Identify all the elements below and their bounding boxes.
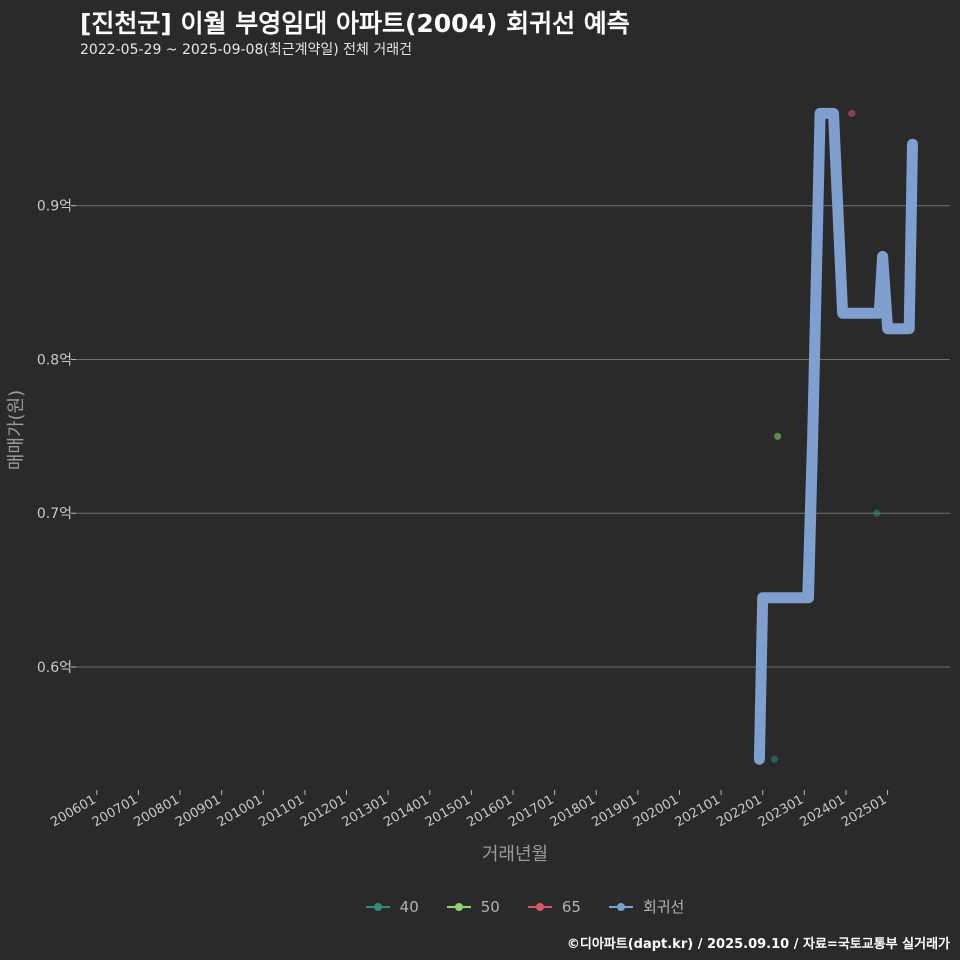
x-tick-label: 200601 (48, 792, 98, 830)
regression-layer (753, 107, 918, 765)
legend-label-40: 40 (399, 897, 419, 916)
data-point-40[interactable] (873, 509, 881, 517)
x-tick-label: 201901 (589, 792, 639, 830)
x-tick-label: 201601 (465, 792, 515, 830)
x-tick-label: 202101 (673, 792, 723, 830)
legend-label-65: 65 (561, 897, 581, 916)
x-tick-label: 201001 (215, 792, 265, 830)
y-tick-label: 0.6억 (37, 660, 72, 676)
chart-legend: 40 50 65 회귀선 (0, 896, 960, 917)
legend-item-65[interactable]: 65 (527, 896, 581, 917)
legend-label-regression: 회귀선 (642, 898, 685, 916)
x-tick-label: 200801 (132, 792, 182, 830)
x-tick-label: 200901 (173, 792, 223, 830)
x-tick-label: 202301 (756, 792, 806, 830)
y-tick-label: 0.7억 (37, 506, 72, 522)
source-caption: ©디아파트(dapt.kr) / 2025.09.10 / 자료=국토교통부 실… (566, 937, 950, 952)
x-tick-label: 201801 (548, 792, 598, 830)
x-tick-label: 202201 (714, 792, 764, 830)
x-tick-label: 201701 (506, 792, 556, 830)
legend-label-50: 50 (480, 897, 500, 916)
y-axis-label: 매매가(원) (6, 390, 27, 470)
x-tick-label: 201201 (298, 792, 348, 830)
regression-line (753, 107, 918, 765)
x-axis-label: 거래년월 (482, 844, 548, 865)
legend-key-65 (527, 902, 552, 911)
x-tick-label: 200701 (90, 792, 140, 830)
legend-item-50[interactable]: 50 (446, 896, 500, 917)
x-tick-label: 201101 (256, 792, 306, 830)
x-tick-label: 201401 (381, 792, 431, 830)
legend-key-50 (446, 902, 471, 911)
y-tick-label: 0.8억 (37, 352, 72, 368)
data-point-40[interactable] (770, 755, 778, 763)
legend-key-40 (365, 902, 390, 911)
x-tick-label: 202001 (631, 792, 681, 830)
legend-key-regression (608, 902, 633, 911)
grid-lines (76, 205, 950, 668)
x-tick-label: 201501 (423, 792, 473, 830)
data-point-50[interactable] (774, 432, 782, 440)
legend-item-40[interactable]: 40 (365, 896, 419, 917)
x-tick-label: 202501 (839, 792, 889, 830)
x-tick-label: 201301 (340, 792, 390, 830)
data-point-65[interactable] (848, 109, 856, 118)
chart-title: [진천군] 이월 부영임대 아파트(2004) 회귀선 예측 (80, 9, 630, 38)
chart-subtitle: 2022-05-29 ~ 2025-09-08(최근계약일) 전체 거래건 (80, 42, 412, 58)
y-tick-label: 0.9억 (37, 199, 72, 215)
legend-item-regression[interactable]: 회귀선 (608, 896, 685, 917)
x-tick-label: 202401 (797, 792, 847, 830)
scatter-layer (770, 109, 881, 763)
